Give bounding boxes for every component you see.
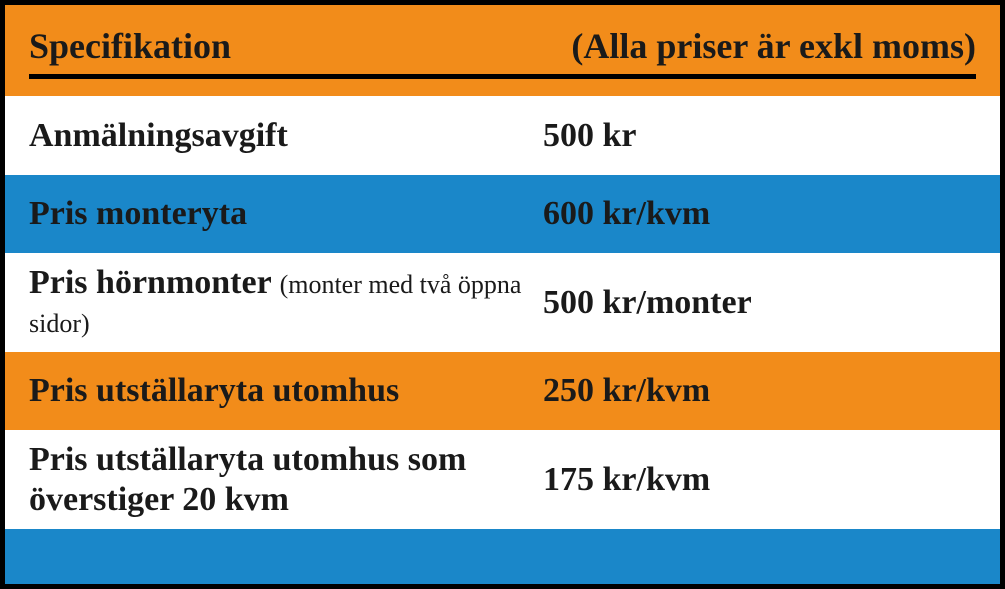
row-value: 250 kr/kvm [535, 361, 1000, 420]
table-row: Pris hörnmonter (monter med två öppna si… [5, 253, 1000, 351]
table-row: Anmälningsavgift 500 kr [5, 96, 1000, 175]
row-value: 175 kr/kvm [535, 450, 1000, 509]
table-row: Pris monteryta 600 kr/kvm [5, 175, 1000, 254]
table-footer-strip [5, 529, 1000, 584]
row-label: Pris utställaryta utomhus som överstiger… [5, 430, 535, 528]
header-underline [29, 74, 976, 79]
header-right: (Alla priser är exkl moms) [535, 14, 1000, 73]
header-row: Specifikation (Alla priser är exkl moms) [5, 14, 1000, 73]
table-row: Pris utställaryta utomhus 250 kr/kvm [5, 352, 1000, 431]
row-value: 600 kr/kvm [535, 184, 1000, 243]
header-left: Specifikation [5, 14, 535, 73]
row-label-main: Pris hörnmonter [29, 264, 271, 301]
table-row: Pris utställaryta utomhus som överstiger… [5, 430, 1000, 529]
row-label: Anmälningsavgift [5, 106, 535, 165]
row-value: 500 kr [535, 106, 1000, 165]
row-label: Pris utställaryta utomhus [5, 361, 535, 420]
price-table: Specifikation (Alla priser är exkl moms)… [0, 0, 1005, 589]
row-label: Pris monteryta [5, 184, 535, 243]
row-value: 500 kr/monter [535, 273, 1000, 332]
table-header: Specifikation (Alla priser är exkl moms) [5, 5, 1000, 96]
row-label: Pris hörnmonter (monter med två öppna si… [5, 253, 535, 351]
